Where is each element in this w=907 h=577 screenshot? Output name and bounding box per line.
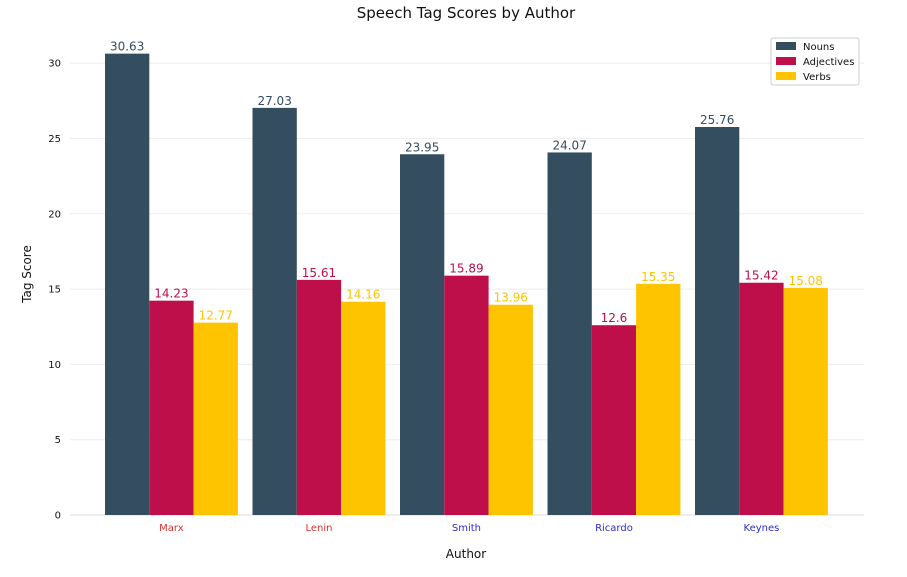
bar-nouns-ricardo xyxy=(547,152,592,516)
y-tick-label: 15 xyxy=(48,285,61,296)
bar-series: 30.63 27.03 23.95 24.07 25.76 14.23 15.61 15.89… xyxy=(105,40,828,516)
legend-label-verbs: Verbs xyxy=(803,72,831,83)
bar-nouns-smith xyxy=(400,154,445,515)
x-tick-label: Ricardo xyxy=(595,523,633,534)
legend-swatch-verbs xyxy=(776,72,796,80)
bar-verbs-lenin xyxy=(341,301,386,515)
legend: Nouns Adjectives Verbs xyxy=(770,37,860,86)
x-tick-label: Smith xyxy=(452,523,481,534)
data-label: 15.42 xyxy=(744,269,778,283)
bar-verbs-ricardo xyxy=(636,283,681,515)
data-label: 25.76 xyxy=(700,113,734,127)
bar-adjectives-keynes xyxy=(739,282,784,515)
bar-adjectives-marx xyxy=(149,300,194,515)
x-axis-ticks: Marx Lenin Smith Ricardo Keynes xyxy=(159,523,779,534)
legend-label-nouns: Nouns xyxy=(803,42,834,53)
bar-verbs-keynes xyxy=(783,287,828,515)
bar-verbs-smith xyxy=(488,304,533,515)
x-tick-label: Keynes xyxy=(744,523,780,534)
data-label: 24.07 xyxy=(552,138,586,152)
legend-swatch-nouns xyxy=(776,42,796,50)
data-label: 23.95 xyxy=(405,140,439,154)
legend-label-adjectives: Adjectives xyxy=(803,57,854,68)
bar-adjectives-lenin xyxy=(296,279,342,515)
bar-nouns-lenin xyxy=(252,107,297,515)
legend-swatch-adjectives xyxy=(776,57,796,65)
y-tick-label: 0 xyxy=(55,511,61,522)
data-label: 13.96 xyxy=(494,291,528,305)
data-label: 15.08 xyxy=(789,274,823,288)
y-tick-label: 20 xyxy=(48,209,61,220)
y-tick-label: 30 xyxy=(48,59,61,70)
data-label: 12.6 xyxy=(601,311,628,325)
data-label: 15.35 xyxy=(641,270,675,284)
data-label: 30.63 xyxy=(110,40,144,54)
bar-verbs-marx xyxy=(193,322,238,515)
bar-nouns-marx xyxy=(105,53,150,515)
x-tick-label: Lenin xyxy=(305,523,332,534)
data-label: 14.16 xyxy=(346,288,380,302)
bar-adjectives-smith xyxy=(444,275,489,515)
data-label: 15.61 xyxy=(302,266,336,280)
chart-title: Speech Tag Scores by Author xyxy=(357,4,576,22)
y-tick-label: 5 xyxy=(55,435,61,446)
data-label: 15.89 xyxy=(449,262,483,276)
y-axis-label: Tag Score xyxy=(20,245,34,304)
x-tick-label: Marx xyxy=(159,523,184,534)
y-tick-label: 25 xyxy=(48,134,61,145)
data-label: 27.03 xyxy=(257,94,291,108)
data-label: 12.77 xyxy=(199,309,233,323)
bar-nouns-keynes xyxy=(695,127,740,515)
x-axis-label: Author xyxy=(446,547,486,561)
bar-adjectives-ricardo xyxy=(591,325,637,515)
y-tick-label: 10 xyxy=(48,360,61,371)
y-axis-ticks: 0 5 10 15 20 25 30 xyxy=(48,59,61,522)
data-label: 14.23 xyxy=(154,287,188,301)
